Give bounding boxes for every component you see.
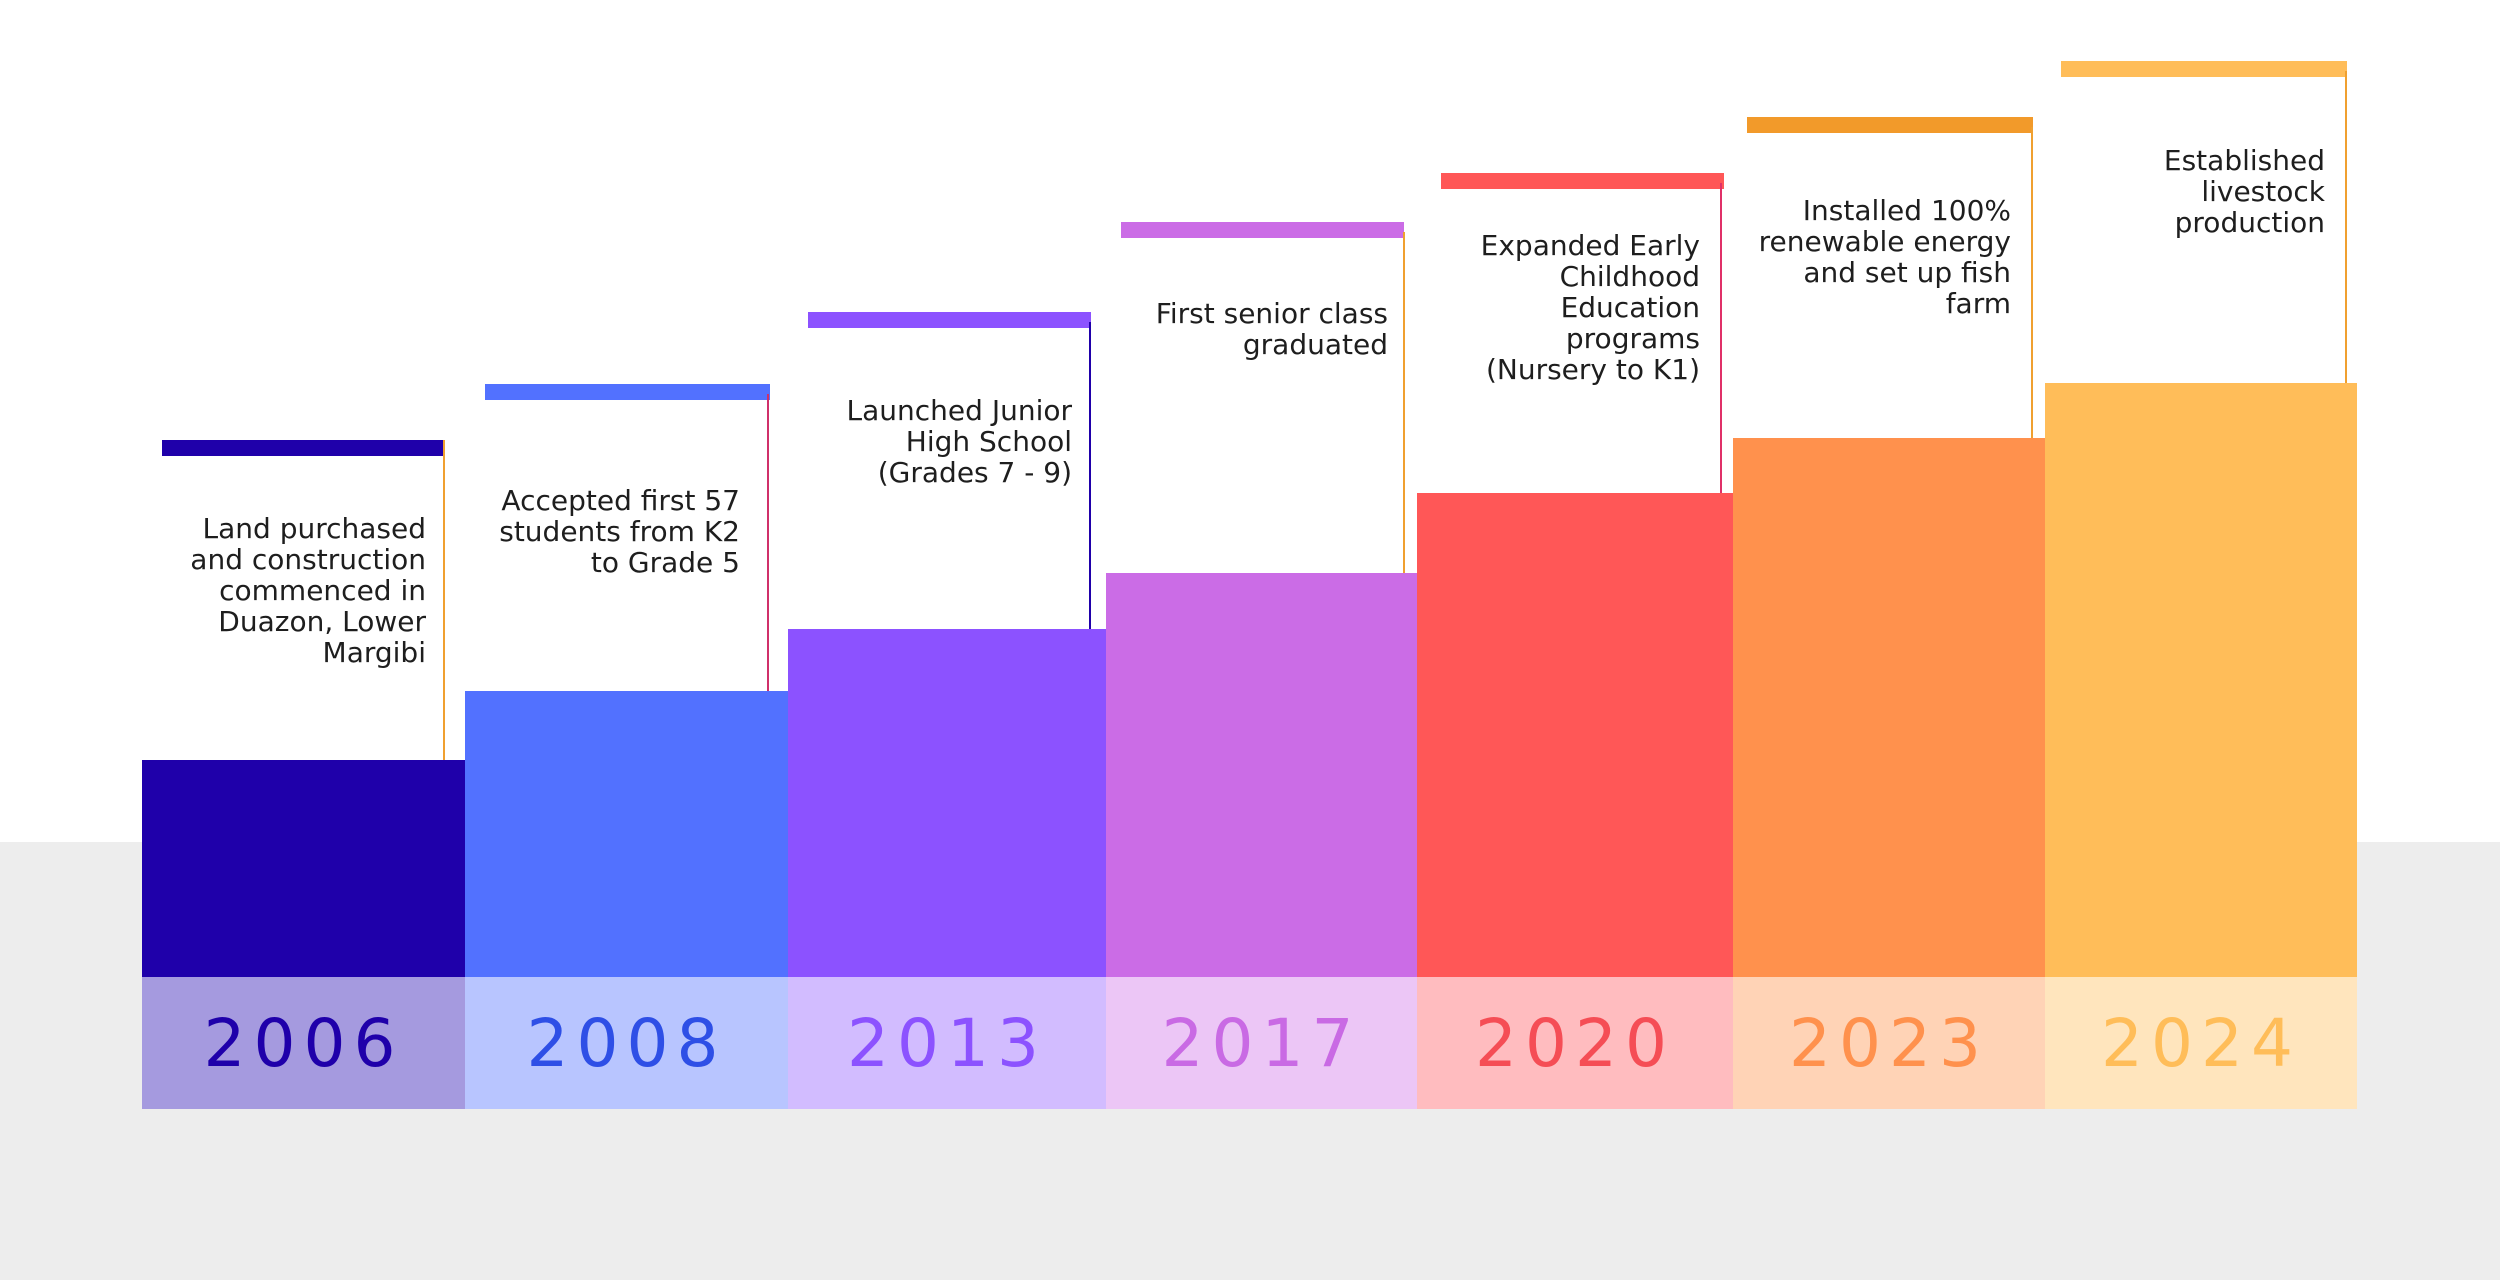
year-band: 2024 <box>2045 977 2357 1109</box>
cap-marker <box>162 440 445 456</box>
cap-marker <box>1747 117 2033 133</box>
milestone-description: Land purchased and construction commence… <box>190 512 426 669</box>
year-label: 2023 <box>1789 1004 1989 1082</box>
leader-line <box>1720 183 1722 493</box>
year-band: 2017 <box>1106 977 1417 1109</box>
year-label: 2013 <box>847 1004 1047 1082</box>
year-band: 2006 <box>142 977 465 1109</box>
milestone-description: Launched Junior High School (Grades 7 - … <box>846 394 1072 489</box>
cap-marker <box>1441 173 1724 189</box>
leader-line <box>1403 232 1405 573</box>
step-bar <box>465 691 788 977</box>
milestone-description: Installed 100% renewable energy and set … <box>1758 194 2011 320</box>
year-label: 2008 <box>526 1004 727 1082</box>
step-bar <box>1733 438 2045 977</box>
year-label: 2017 <box>1161 1004 1362 1082</box>
leader-line <box>2031 127 2033 438</box>
year-band: 2008 <box>465 977 788 1109</box>
leader-line <box>767 394 769 691</box>
cap-marker <box>2061 61 2347 77</box>
step-bar <box>2045 383 2357 977</box>
year-label: 2024 <box>2101 1004 2301 1082</box>
step-bar <box>788 629 1106 977</box>
cap-marker <box>1121 222 1404 238</box>
year-band: 2013 <box>788 977 1106 1109</box>
year-band: 2023 <box>1733 977 2045 1109</box>
leader-line <box>443 440 445 760</box>
milestone-description: First senior class graduated <box>1155 297 1388 361</box>
leader-line <box>1089 322 1091 629</box>
cap-marker <box>485 384 770 400</box>
cap-marker <box>808 312 1091 328</box>
year-band: 2020 <box>1417 977 1733 1109</box>
milestone-description: Established livestock production <box>2163 144 2325 239</box>
milestone-description: Accepted first 57 students from K2 to Gr… <box>499 484 740 579</box>
year-label: 2006 <box>203 1004 404 1082</box>
milestone-description: Expanded Early Childhood Education progr… <box>1480 229 1700 386</box>
step-bar <box>1417 493 1733 977</box>
step-bar <box>142 760 465 977</box>
year-label: 2020 <box>1475 1004 1675 1082</box>
leader-line <box>2345 71 2347 383</box>
step-bar <box>1106 573 1417 977</box>
